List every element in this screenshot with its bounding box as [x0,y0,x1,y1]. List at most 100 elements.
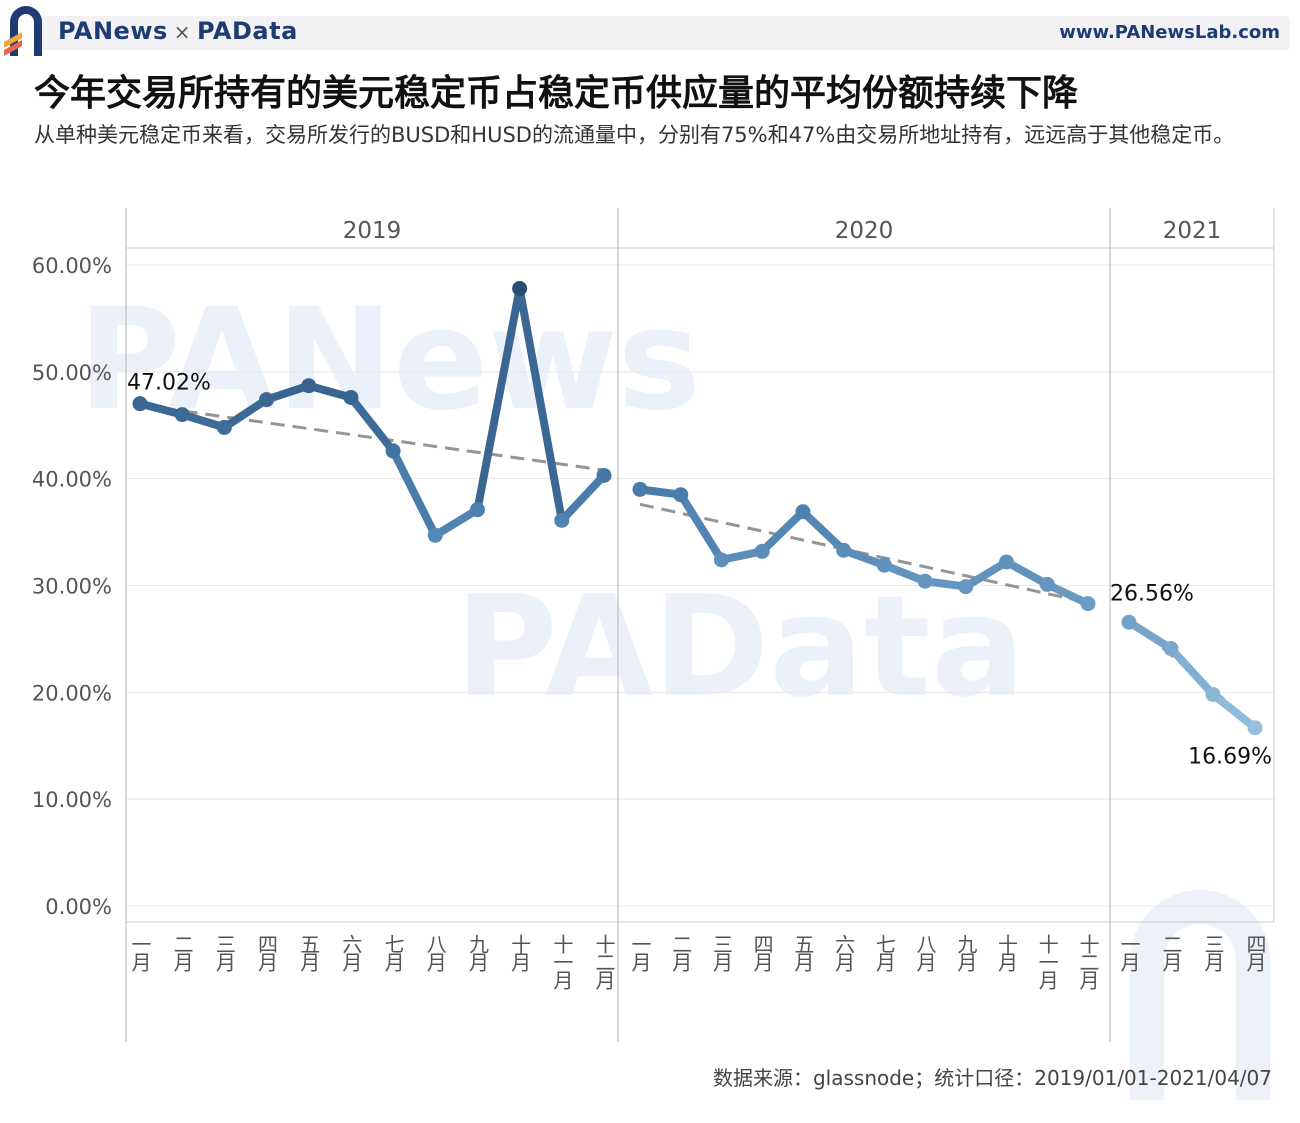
x-tick-label: 十一月 [1035,934,1059,990]
x-tick-label: 四月 [1243,934,1267,972]
data-point-2019 [301,378,317,394]
data-point-2021 [1121,614,1137,630]
y-tick-label: 50.00% [32,361,112,385]
data-label: 26.56% [1110,581,1194,606]
x-tick-label: 一月 [1117,934,1141,972]
data-point-2019 [174,407,190,423]
data-point-2019 [132,396,148,412]
x-tick-label: 八月 [913,934,937,972]
header-background [40,16,1290,50]
y-tick-label: 60.00% [32,254,112,278]
label-layer: 0.00% 10.00% 20.00% 30.00% 40.00% 50.00% 60.00… [32,218,1272,990]
line-segment-2019 [473,284,524,514]
series-layer [132,281,1263,736]
page-title: 今年交易所持有的美元稳定币占稳定币供应量的平均份额持续下降 [34,73,1079,114]
x-tick-label: 三月 [212,934,236,972]
line-segment-2020 [676,490,726,564]
line-segment-2019 [346,393,398,455]
data-point-2020 [632,481,648,497]
x-tick-label: 三月 [709,934,733,972]
site-url[interactable]: www.PANewsLab.com [1059,22,1280,43]
data-point-2021 [1205,686,1221,702]
data-point-2021 [1247,720,1263,736]
data-point-2019 [216,419,232,435]
x-tick-label: 九月 [954,934,978,972]
line-segment-2019 [220,395,271,432]
corner-logo-icon [1130,890,1270,1100]
y-tick-label: 40.00% [32,468,112,492]
data-point-2019 [554,512,570,528]
brand-left: PANews [58,17,168,45]
data-point-2020 [836,542,852,558]
panel-year-label: 2019 [343,218,402,244]
y-tick-label: 10.00% [32,788,112,812]
x-tick-label: 十二月 [1076,934,1100,990]
x-tick-label: 七月 [872,934,896,972]
line-segment-2020 [1043,580,1092,608]
data-point-2019 [259,392,275,408]
data-point-2020 [713,552,729,568]
data-point-2021 [1163,641,1179,657]
data-source: 数据来源：glassnode；统计口径：2019/01/01-2021/04/0… [712,1066,1272,1090]
line-segment-2021 [1209,690,1259,732]
watermark-panews: PANews [78,279,701,442]
x-tick-label: 七月 [381,934,405,972]
data-point-2020 [917,573,933,589]
data-point-2019 [596,467,612,483]
y-tick-label: 0.00% [45,895,112,919]
line-segment-2019 [431,505,482,540]
page-subtitle: 从单种美元稳定币来看，交易所发行的BUSD和HUSD的流通量中，分别有75%和4… [34,123,1235,147]
data-label: 16.69% [1188,745,1272,770]
watermark-padata: PAData [455,566,1025,729]
brand-separator: × [173,20,192,44]
data-point-2020 [1080,596,1096,612]
brand-name: PANews × PAData [58,17,298,45]
y-tick-label: 20.00% [32,681,112,705]
x-tick-label: 二月 [170,934,194,972]
line-segment-2021 [1125,618,1175,653]
data-point-2020 [999,554,1015,570]
x-tick-label: 二月 [1159,934,1183,972]
brand-right: PAData [197,17,298,45]
data-point-2019 [427,527,443,543]
data-point-2020 [876,557,892,573]
line-segment-2019 [557,471,608,525]
line-segment-2020 [758,507,807,556]
data-point-2020 [673,487,689,503]
line-segment-2020 [798,507,848,555]
data-point-2019 [469,502,485,518]
data-point-2020 [754,543,770,559]
y-tick-label: 30.00% [32,575,112,599]
data-point-2020 [795,504,811,520]
frame-layer [125,208,1275,1042]
trend-line-2020 [639,502,1089,605]
data-point-2019 [343,389,359,405]
x-tick-label: 二月 [669,934,693,972]
data-point-2020 [958,579,974,595]
x-tick-label: 八月 [423,934,447,972]
line-segment-2020 [961,557,1011,591]
data-point-2020 [1039,576,1055,592]
grid-layer [126,264,1274,907]
panel-year-label: 2021 [1163,218,1222,244]
x-tick-label: 四月 [750,934,774,972]
x-tick-label: 十月 [995,934,1019,972]
x-tick-label: 九月 [465,934,489,972]
x-tick-label: 十二月 [592,934,616,990]
trend-line-2019 [139,403,605,472]
x-tick-label: 五月 [791,934,815,972]
x-tick-label: 十月 [508,934,532,972]
x-tick-label: 一月 [128,934,152,972]
x-tick-label: 十一月 [550,934,574,990]
data-point-2019 [512,281,528,297]
line-segment-2021 [1167,644,1217,699]
panews-logo-icon [4,6,42,56]
x-tick-label: 四月 [255,934,279,972]
x-tick-label: 五月 [297,934,321,972]
x-tick-label: 六月 [832,934,856,972]
data-point-2019 [385,443,401,459]
x-tick-label: 六月 [339,934,363,972]
panel-year-label: 2020 [835,218,894,244]
line-segment-2019 [389,446,440,540]
